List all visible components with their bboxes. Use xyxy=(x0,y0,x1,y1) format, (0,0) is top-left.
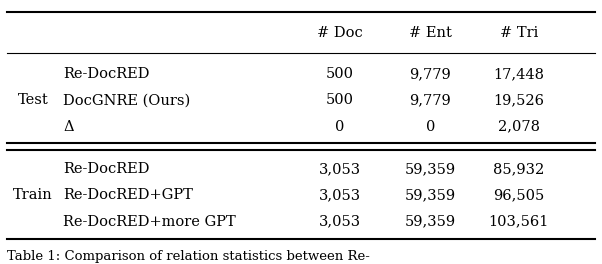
Text: 0: 0 xyxy=(426,120,435,134)
Text: 0: 0 xyxy=(335,120,345,134)
Text: Table 1: Comparison of relation statistics between Re-: Table 1: Comparison of relation statisti… xyxy=(7,249,370,263)
Text: 19,526: 19,526 xyxy=(494,93,544,107)
Text: Δ: Δ xyxy=(63,120,74,134)
Text: 500: 500 xyxy=(326,67,354,81)
Text: 103,561: 103,561 xyxy=(489,215,549,229)
Text: 3,053: 3,053 xyxy=(319,162,361,176)
Text: 59,359: 59,359 xyxy=(405,188,456,202)
Text: 3,053: 3,053 xyxy=(319,188,361,202)
Text: Test: Test xyxy=(17,93,49,107)
Text: Re-DocRED+more GPT: Re-DocRED+more GPT xyxy=(63,215,236,229)
Text: 17,448: 17,448 xyxy=(494,67,544,81)
Text: 9,779: 9,779 xyxy=(409,93,452,107)
Text: Train: Train xyxy=(13,188,53,202)
Text: 85,932: 85,932 xyxy=(493,162,545,176)
Text: 59,359: 59,359 xyxy=(405,162,456,176)
Text: Re-DocRED: Re-DocRED xyxy=(63,67,150,81)
Text: # Tri: # Tri xyxy=(500,26,538,40)
Text: 3,053: 3,053 xyxy=(319,215,361,229)
Text: 2,078: 2,078 xyxy=(498,120,540,134)
Text: 59,359: 59,359 xyxy=(405,215,456,229)
Text: 96,505: 96,505 xyxy=(493,188,545,202)
Text: # Ent: # Ent xyxy=(409,26,452,40)
Text: # Doc: # Doc xyxy=(317,26,363,40)
Text: 500: 500 xyxy=(326,93,354,107)
Text: 9,779: 9,779 xyxy=(409,67,452,81)
Text: DocGNRE (Ours): DocGNRE (Ours) xyxy=(63,93,190,107)
Text: Re-DocRED: Re-DocRED xyxy=(63,162,150,176)
Text: Re-DocRED+GPT: Re-DocRED+GPT xyxy=(63,188,193,202)
